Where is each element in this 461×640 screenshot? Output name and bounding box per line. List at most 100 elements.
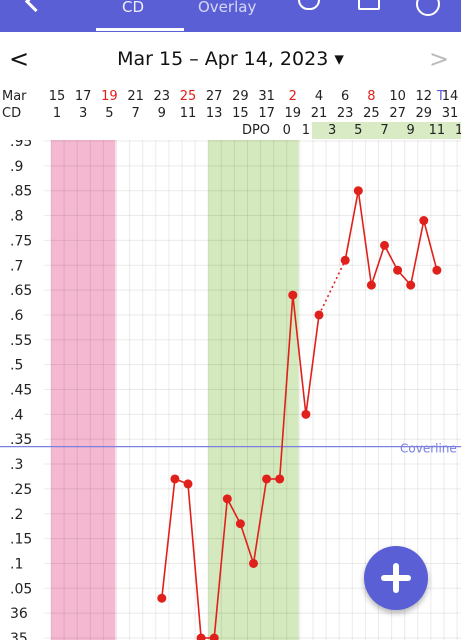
dpo-cell: 1	[301, 123, 311, 138]
temperature-point[interactable]	[196, 633, 206, 640]
temperature-line-segment	[423, 220, 438, 271]
plus-icon	[381, 563, 411, 593]
date-cell: 29	[232, 89, 249, 104]
temperature-point[interactable]	[301, 409, 311, 419]
temperature-line-segment	[344, 190, 360, 261]
date-range-selector[interactable]: Mar 15 – Apr 14, 2023 ▾	[117, 48, 344, 70]
top-app-bar: CD Overlay	[0, 0, 461, 32]
y-tick-label: .65	[10, 283, 32, 299]
cd-cell: 9	[157, 106, 166, 121]
temperature-point[interactable]	[183, 479, 193, 489]
next-period-button[interactable]: >	[428, 45, 450, 73]
dpo-cell: 3	[327, 123, 337, 138]
temperature-point[interactable]	[249, 558, 258, 568]
y-tick-label: .6	[10, 308, 23, 324]
y-tick-label: .2	[10, 507, 23, 523]
temperature-point[interactable]	[340, 255, 350, 265]
temperature-line-segment	[409, 220, 425, 286]
y-tick-label: .9	[10, 159, 23, 175]
temperature-line-segment	[383, 244, 399, 271]
y-tick-label: 35	[10, 631, 28, 640]
date-cell: 14	[441, 89, 459, 104]
cycle-day-row: CD 1 3 5 7 9 11 13 15 17 19 21 23 25 27 29 31	[0, 105, 461, 122]
date-cell: 17	[74, 89, 92, 104]
y-tick-label: .3	[10, 457, 23, 473]
temperature-line-segment	[357, 190, 373, 286]
y-tick-label: .7	[10, 258, 23, 274]
temperature-point[interactable]	[157, 593, 167, 603]
temperature-point[interactable]	[366, 280, 376, 290]
temperature-line-segment	[278, 295, 294, 480]
date-cell: 19	[101, 89, 118, 104]
y-tick-label: .15	[10, 532, 32, 548]
temperature-line-segment	[305, 314, 320, 415]
temperature-point[interactable]	[393, 265, 403, 275]
previous-period-button[interactable]: <	[8, 45, 30, 73]
dpo-cell: 0	[282, 123, 291, 138]
temperature-point[interactable]	[406, 280, 416, 290]
temperature-point[interactable]	[222, 494, 232, 504]
cd-cell: 21	[310, 106, 328, 121]
y-tick-label: .75	[10, 233, 32, 249]
temperature-line-segment	[252, 478, 268, 564]
date-cell: 15	[48, 89, 66, 104]
temperature-point[interactable]	[288, 290, 298, 300]
y-tick-label: .95	[10, 140, 32, 150]
info-icon[interactable]	[416, 0, 440, 16]
y-tick-label: .8	[10, 209, 23, 225]
add-entry-button[interactable]	[364, 546, 428, 610]
y-tick-label: .55	[10, 333, 32, 349]
cd-cell: 5	[105, 106, 114, 121]
temperature-point[interactable]	[353, 186, 363, 196]
cd-cell: 25	[363, 106, 380, 121]
cd-cell: 11	[179, 106, 197, 121]
dpo-cell: 11	[428, 123, 446, 138]
temperature-point[interactable]	[432, 265, 442, 275]
cd-cell: 1	[52, 106, 62, 121]
temperature-line-segment	[226, 498, 242, 525]
temperature-point[interactable]	[275, 474, 285, 484]
temperature-line-segment	[292, 294, 307, 415]
date-cell: 2	[288, 89, 297, 104]
y-tick-label: .1	[10, 556, 23, 572]
date-cell: 10	[389, 89, 406, 104]
date-row: Mar 15 17 19 21 23 25 27 29 31 2 4 6 8 10 12 14 T	[0, 88, 461, 105]
dpo-cell: 7	[380, 123, 389, 138]
tab-overlay[interactable]: Overlay	[198, 0, 257, 16]
date-cell: 31	[258, 89, 275, 104]
temperature-point[interactable]	[262, 474, 272, 484]
temperature-point[interactable]	[380, 240, 389, 250]
cd-cell: 15	[232, 106, 249, 121]
active-tab-indicator	[96, 28, 184, 31]
cd-cell: 23	[336, 106, 354, 121]
temperature-point[interactable]	[235, 519, 245, 529]
temperature-line-segment	[187, 483, 202, 639]
temperature-point[interactable]	[170, 474, 180, 484]
date-cell: 12	[415, 89, 433, 104]
cd-cell: 13	[205, 106, 223, 121]
date-cell: 21	[127, 89, 144, 104]
temperature-line-segment	[161, 478, 176, 599]
coverline-label: Coverline	[400, 442, 457, 456]
cd-label: CD	[2, 106, 22, 121]
dpo-cell: 5	[354, 123, 363, 138]
date-cell: 8	[367, 89, 376, 104]
dpo-row: DPO 0135791113	[0, 122, 461, 139]
date-navigation: < Mar 15 – Apr 14, 2023 ▾ >	[0, 38, 461, 82]
dpo-label: DPO	[241, 123, 271, 138]
temperature-line-segment	[318, 259, 346, 316]
back-arrow-icon[interactable]	[24, 0, 47, 13]
temperature-line-segment	[370, 245, 386, 286]
ovulation-window-band	[208, 140, 299, 640]
temperature-point[interactable]	[419, 216, 429, 226]
month-label: Mar	[2, 89, 27, 104]
cd-cell: 17	[258, 106, 275, 121]
fertile-window-band	[51, 140, 116, 640]
tab-cd[interactable]: CD	[122, 0, 145, 16]
temperature-point[interactable]	[209, 633, 219, 640]
temperature-point[interactable]	[314, 310, 324, 320]
shield-icon[interactable]	[298, 0, 320, 10]
calendar-icon[interactable]	[358, 0, 380, 10]
y-tick-label: .45	[10, 383, 32, 399]
